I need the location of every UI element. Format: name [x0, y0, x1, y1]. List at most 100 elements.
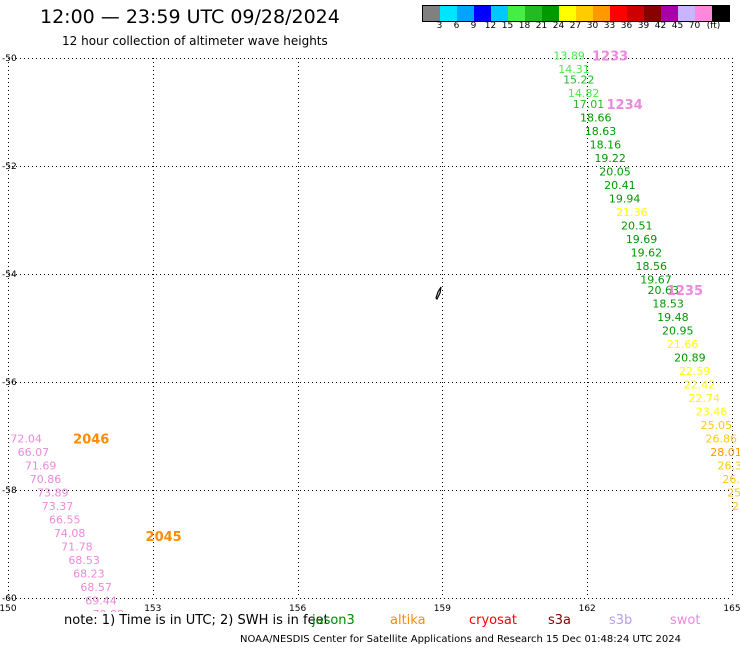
swh-value-label: 26.81	[722, 473, 740, 486]
satellite-name-altika: altika	[390, 613, 426, 628]
swh-value-label: 21.36	[616, 206, 648, 219]
swh-value-label: 20.51	[621, 219, 653, 232]
legend-swatch	[525, 6, 542, 21]
legend-label: 70	[688, 21, 701, 31]
legend-swatch	[457, 6, 474, 21]
color-legend-bar	[422, 5, 730, 22]
swh-value-label: 20.95	[662, 325, 694, 338]
legend-swatch	[474, 6, 491, 21]
satellite-name-s3a: s3a	[548, 613, 572, 628]
legend-swatch	[542, 6, 559, 21]
swh-value-label: 19.67	[640, 273, 672, 286]
chart-title: 12:00 — 23:59 UTC 09/28/2024	[40, 6, 340, 28]
swh-value-label: 14.82	[568, 87, 600, 100]
swh-value-label: 19.94	[609, 192, 641, 205]
x-tick-label: 162	[579, 604, 596, 612]
legend-swatch	[559, 6, 576, 21]
swh-value-label: 26.37	[718, 460, 740, 473]
legend-label: 18	[518, 21, 531, 31]
swh-value-label: 25.	[727, 487, 740, 500]
chart-subtitle: 12 hour collection of altimeter wave hei…	[62, 34, 328, 48]
legend-label: 15	[501, 21, 514, 31]
legend-label: 33	[603, 21, 616, 31]
legend-label: 3	[436, 21, 443, 31]
swh-value-label: 71.69	[25, 460, 57, 473]
chart-grid	[8, 58, 733, 599]
y-tick-label: -58	[2, 486, 17, 496]
y-tick-label: -60	[2, 594, 17, 604]
swh-value-label: 19.48	[657, 311, 689, 324]
swh-value-label: 68.57	[80, 581, 112, 594]
swh-value-label: 66.07	[18, 446, 50, 459]
swh-value-label: 15.22	[563, 74, 595, 87]
legend-label: 6	[453, 21, 460, 31]
y-tick-label: -56	[2, 378, 17, 388]
x-tick-label: 153	[144, 604, 161, 612]
swh-value-label: 66.55	[49, 514, 81, 527]
swh-value-label: 22.59	[679, 365, 711, 378]
legend-label: 12	[484, 21, 497, 31]
footer-credit: NOAA/NESDIS Center for Satellite Applica…	[240, 634, 682, 645]
swh-value-label: 73.89	[37, 487, 69, 500]
swh-value-label: 13.89	[553, 49, 585, 62]
satellite-name-cryosat: cryosat	[469, 613, 517, 628]
legend-label: 27	[569, 21, 582, 31]
y-tick-label: -52	[2, 162, 17, 172]
swh-value-label: 28.01	[710, 446, 740, 459]
legend-swatch	[593, 6, 610, 21]
track-time-label: 1235	[667, 284, 703, 299]
legend-swatch	[491, 6, 508, 21]
swh-value-label: 74.08	[54, 527, 86, 540]
swh-value-label: 20.89	[674, 352, 706, 365]
satellite-name-s3b: s3b	[609, 613, 633, 628]
legend-label: 42	[654, 21, 667, 31]
x-tick-label: 150	[0, 604, 17, 612]
legend-swatch	[712, 6, 729, 21]
swh-value-label: 18.16	[590, 138, 622, 151]
swh-value-label: 71.78	[61, 541, 93, 554]
legend-label: 36	[620, 21, 633, 31]
legend-label: 21	[535, 21, 548, 31]
legend-swatch	[508, 6, 525, 21]
legend-swatch	[610, 6, 627, 21]
legend-label: 24	[552, 21, 565, 31]
y-tick-label: -50	[2, 54, 17, 64]
legend-label: 45	[671, 21, 684, 31]
legend-swatch	[423, 6, 440, 21]
x-tick-label: 159	[434, 604, 451, 612]
swh-value-label: 23.46	[696, 406, 728, 419]
swh-value-label: 17.01	[573, 98, 605, 111]
legend-swatch	[695, 6, 712, 21]
legend-swatch	[576, 6, 593, 21]
legend-swatch	[440, 6, 457, 21]
track-time-label: 2046	[73, 433, 109, 448]
footer-note: note: 1) Time is in UTC; 2) SWH is in fe…	[64, 613, 329, 628]
axis-ticks: 150 153 156 159 162 165 -50 -52 -54 -56 -58 -60	[0, 54, 740, 612]
satellite-name-swot: swot	[670, 613, 701, 628]
swh-value-label: 2	[732, 500, 739, 513]
wave-height-chart: 150 153 156 159 162 165 -50 -52 -54 -56 -58 -60 13.…	[0, 49, 740, 612]
legend-label: 39	[637, 21, 650, 31]
swh-value-label: 25.05	[701, 419, 733, 432]
swh-value-label: 19.62	[631, 246, 663, 259]
swh-value-label: 20.63	[648, 284, 680, 297]
island-outline	[435, 286, 442, 301]
swh-value-label: 19.69	[626, 233, 658, 246]
swh-value-label: 68.53	[68, 554, 100, 567]
track-time-label: 2045	[146, 530, 182, 545]
swh-value-label: 21.66	[667, 338, 699, 351]
swh-value-label: 70.86	[30, 473, 62, 486]
legend-swatch	[661, 6, 678, 21]
legend-swatch	[678, 6, 695, 21]
swh-value-label: 22.74	[689, 392, 721, 405]
x-tick-label: 156	[289, 604, 306, 612]
swh-value-label: 18.56	[635, 260, 667, 273]
legend-unit-label: (ft)	[706, 21, 721, 31]
swh-value-label: 18.53	[652, 298, 684, 311]
data-points: 13.8914.3115.2214.8217.0118.6618.6318.16…	[10, 49, 740, 612]
swh-value-label: 14.31	[558, 63, 590, 76]
legend-swatch	[644, 6, 661, 21]
swh-value-label: 19.22	[594, 152, 626, 165]
swh-value-label: 18.66	[580, 111, 612, 124]
legend-label: 9	[470, 21, 477, 31]
